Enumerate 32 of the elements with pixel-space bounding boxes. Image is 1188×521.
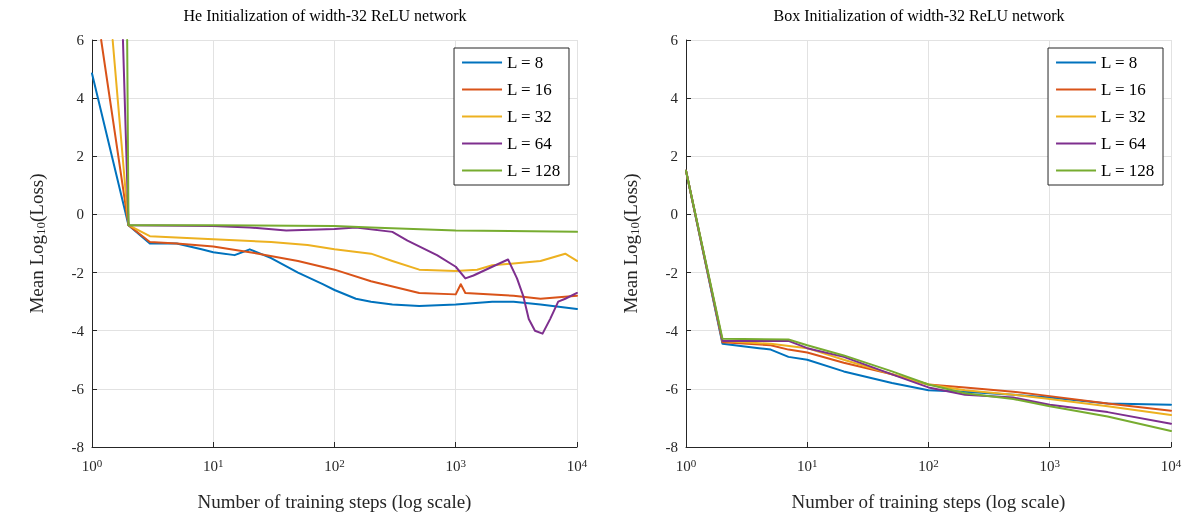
y-axis-title: Mean Log10(Loss) (620, 173, 643, 314)
y-tick-label: 2 (76, 148, 84, 165)
y-tick-label: -8 (71, 439, 84, 455)
chart-title: Box Initialization of width-32 ReLU network (773, 6, 1065, 24)
y-tick-label: -6 (665, 380, 679, 397)
legend-label: L = 16 (1101, 80, 1146, 99)
y-tick-label: 0 (76, 206, 84, 223)
y-tick-label: -4 (71, 322, 85, 339)
legend-label: L = 64 (1101, 134, 1147, 153)
x-axis-title: Number of training steps (log scale) (791, 491, 1066, 513)
y-tick-label: 6 (76, 32, 85, 48)
y-tick-label: -2 (665, 264, 678, 281)
legend-label: L = 64 (507, 134, 553, 153)
y-tick-label: 4 (670, 90, 679, 107)
x-axis-title: Number of training steps (log scale) (197, 491, 472, 513)
legend-label: L = 16 (507, 80, 552, 99)
y-tick-label: -6 (71, 380, 85, 397)
y-tick-label: 2 (670, 148, 678, 165)
legend-label: L = 128 (1101, 161, 1155, 180)
y-tick-label: 0 (670, 206, 678, 223)
y-tick-label: 6 (670, 32, 679, 48)
legend-label: L = 8 (1101, 53, 1138, 72)
y-tick-label: -2 (71, 264, 84, 281)
chart-title: He Initialization of width-32 ReLU network (183, 6, 467, 24)
legend-label: L = 32 (1101, 107, 1146, 126)
legend-label: L = 8 (507, 53, 544, 72)
y-axis-title: Mean Log10(Loss) (26, 173, 49, 314)
legend-label: L = 128 (507, 161, 561, 180)
legend-label: L = 32 (507, 107, 552, 126)
y-tick-label: -8 (665, 439, 678, 455)
y-tick-label: -4 (665, 322, 679, 339)
y-tick-label: 4 (76, 90, 85, 107)
